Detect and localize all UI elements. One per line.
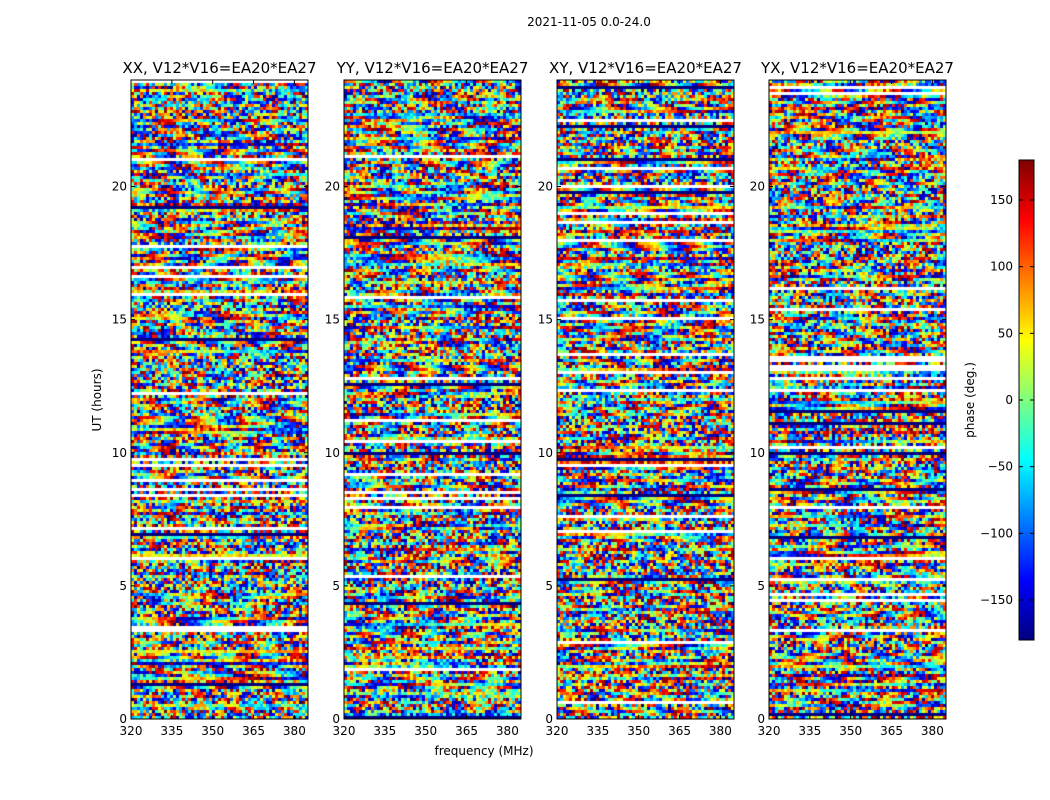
colorbar-tick-label: 150 bbox=[990, 193, 1013, 207]
y-tick-label: 20 bbox=[112, 180, 127, 194]
y-tick-label: 0 bbox=[757, 712, 765, 726]
panel-1: XX, V12*V16=EA20*EA27 320 335 350 365 380 0 5 10… bbox=[112, 59, 317, 738]
y-tick-label: 15 bbox=[112, 313, 127, 327]
x-tick-label: 335 bbox=[586, 724, 609, 738]
colorbar-tick-label: −150 bbox=[980, 593, 1013, 607]
y-tick-label: 15 bbox=[325, 313, 340, 327]
panel-title: YY, V12*V16=EA20*EA27 bbox=[336, 59, 529, 77]
phase-image bbox=[557, 80, 734, 719]
x-tick-label: 335 bbox=[160, 724, 183, 738]
y-tick-label: 10 bbox=[750, 446, 765, 460]
y-tick-label: 5 bbox=[332, 579, 340, 593]
x-tick-label: 335 bbox=[373, 724, 396, 738]
colorbar: 150 100 50 0 −50 −100 −150 phase (deg.) bbox=[963, 159, 1035, 641]
panel-frame bbox=[768, 79, 947, 720]
x-tick-label: 320 bbox=[758, 724, 781, 738]
y-tick-label: 0 bbox=[332, 712, 340, 726]
y-tick-label: 10 bbox=[112, 446, 127, 460]
panel-title: XY, V12*V16=EA20*EA27 bbox=[549, 59, 742, 77]
y-tick-label: 5 bbox=[757, 579, 765, 593]
y-tick-label: 20 bbox=[538, 180, 553, 194]
panel-title: XX, V12*V16=EA20*EA27 bbox=[122, 59, 316, 77]
colorbar-tick-label: 50 bbox=[998, 326, 1013, 340]
x-tick-label: 350 bbox=[839, 724, 862, 738]
figure-suptitle: 2021-11-05 0.0-24.0 bbox=[527, 15, 651, 29]
y-tick-label: 5 bbox=[119, 579, 127, 593]
y-tick-label: 20 bbox=[325, 180, 340, 194]
y-tick-label: 0 bbox=[119, 712, 127, 726]
phase-image bbox=[344, 80, 521, 719]
x-axis-label: frequency (MHz) bbox=[434, 744, 533, 758]
y-tick-label: 0 bbox=[545, 712, 553, 726]
panel-2: YY, V12*V16=EA20*EA27 320 335 350 365 380 0 5 10… bbox=[325, 59, 529, 738]
x-tick-label: 335 bbox=[798, 724, 821, 738]
y-tick-label: 15 bbox=[750, 313, 765, 327]
y-axis-label: UT (hours) bbox=[90, 368, 104, 431]
colorbar-tick-label: 100 bbox=[990, 260, 1013, 274]
x-tick-label: 380 bbox=[921, 724, 944, 738]
panel-title: YX, V12*V16=EA20*EA27 bbox=[760, 59, 954, 77]
panel-4: YX, V12*V16=EA20*EA27 320 335 350 365 380 0 5 10… bbox=[750, 59, 954, 738]
y-tick-label: 10 bbox=[538, 446, 553, 460]
colorbar-tick-label: 0 bbox=[1005, 393, 1013, 407]
x-tick-label: 350 bbox=[201, 724, 224, 738]
phase-image bbox=[769, 80, 946, 719]
panel-frame bbox=[130, 79, 309, 720]
colorbar-tick-label: −50 bbox=[988, 460, 1013, 474]
y-tick-label: 20 bbox=[750, 180, 765, 194]
phase-image bbox=[131, 80, 308, 719]
colorbar-tick-label: −100 bbox=[980, 526, 1013, 540]
x-tick-label: 320 bbox=[333, 724, 356, 738]
panels: XX, V12*V16=EA20*EA27 320 335 350 365 380 0 5 10… bbox=[112, 59, 954, 738]
x-tick-label: 320 bbox=[120, 724, 143, 738]
panel-frame bbox=[343, 79, 522, 720]
x-tick-label: 365 bbox=[455, 724, 478, 738]
panel-3: XY, V12*V16=EA20*EA27 320 335 350 365 380 0 5 10… bbox=[538, 59, 742, 738]
panel-frame bbox=[556, 79, 735, 720]
x-tick-label: 350 bbox=[414, 724, 437, 738]
x-tick-label: 365 bbox=[242, 724, 265, 738]
x-tick-label: 320 bbox=[546, 724, 569, 738]
x-tick-label: 380 bbox=[496, 724, 519, 738]
x-tick-label: 350 bbox=[627, 724, 650, 738]
x-tick-label: 380 bbox=[283, 724, 306, 738]
colorbar-label: phase (deg.) bbox=[963, 362, 977, 438]
x-tick-label: 380 bbox=[709, 724, 732, 738]
x-tick-label: 365 bbox=[880, 724, 903, 738]
y-tick-label: 15 bbox=[538, 313, 553, 327]
x-tick-label: 365 bbox=[668, 724, 691, 738]
y-tick-label: 5 bbox=[545, 579, 553, 593]
colorbar-ticks: 150 100 50 0 −50 −100 −150 bbox=[980, 193, 1034, 607]
y-tick-label: 10 bbox=[325, 446, 340, 460]
